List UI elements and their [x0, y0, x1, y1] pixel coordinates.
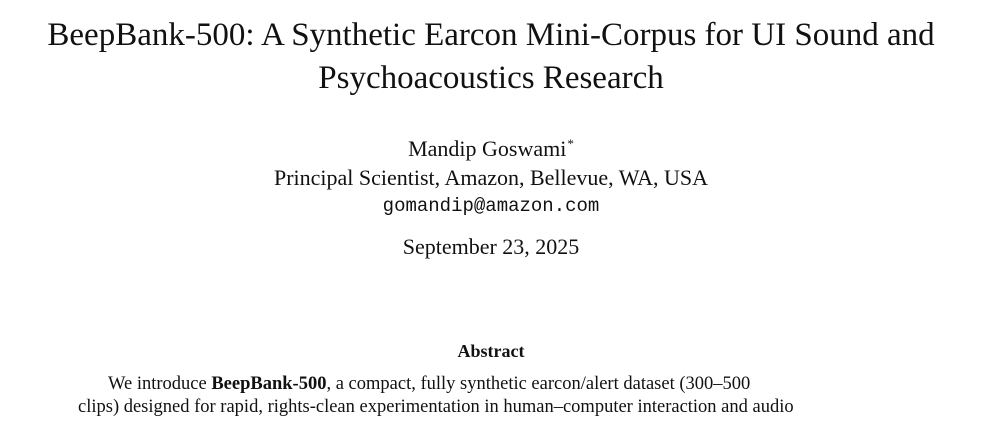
author-affiliation: Principal Scientist, Amazon, Bellevue, W… [273, 165, 709, 190]
abstract-body: We introduce BeepBank-500, a compact, fu… [78, 373, 908, 419]
author-email: gomandip@amazon.com [382, 195, 600, 217]
author-block: Mandip Goswami* Principal Scientist, Ama… [0, 129, 982, 221]
abstract-heading: Abstract [457, 341, 525, 361]
dataset-name: BeepBank-500 [211, 374, 327, 394]
abstract-line-1-prefix: We introduce [108, 374, 212, 394]
abstract-line-1-suffix: , a compact, fully synthetic earcon/aler… [326, 374, 751, 394]
paper-date: September 23, 2025 [402, 234, 580, 259]
author-footnote-marker: * [567, 136, 574, 151]
author-name-line: Mandip Goswami* [0, 129, 982, 163]
abstract-line-2: clips) designed for rapid, rights-clean … [78, 397, 794, 417]
abstract-line-1: We introduce BeepBank-500, a compact, fu… [78, 373, 908, 396]
title-line-2: Psychoacoustics Research [318, 60, 664, 96]
author-name: Mandip Goswami [408, 136, 567, 161]
paper-title: BeepBank-500: A Synthetic Earcon Mini-Co… [0, 14, 982, 100]
title-line-1: BeepBank-500: A Synthetic Earcon Mini-Co… [47, 17, 935, 53]
